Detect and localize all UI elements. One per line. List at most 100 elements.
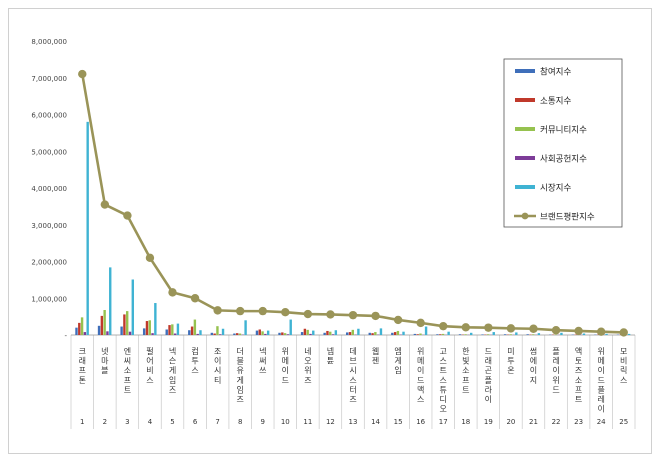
x-category-char: 프 — [462, 376, 469, 385]
x-category-char: 유 — [237, 366, 244, 375]
rank-label: 9 — [261, 418, 265, 426]
brand-reputation-point-18 — [461, 323, 470, 332]
bar-5-22 — [560, 332, 563, 335]
bar-2-12 — [326, 330, 329, 335]
bar-5-12 — [334, 330, 338, 335]
x-category-char: 드 — [417, 376, 424, 385]
x-category-char: 어 — [146, 356, 153, 366]
bar-1-11 — [300, 332, 304, 335]
bars — [75, 121, 631, 335]
y-tick-label: 3,000,000 — [31, 222, 67, 230]
x-category-char: 플 — [597, 385, 604, 394]
x-category-char: 프 — [79, 366, 86, 375]
x-category-char: 넷 — [101, 347, 108, 356]
x-category-char: 써 — [259, 357, 266, 366]
bar-5-21 — [537, 333, 541, 335]
legend-label: 커뮤니티지수 — [540, 125, 587, 136]
bar-5-16 — [424, 326, 428, 335]
bar-5-24 — [605, 333, 608, 335]
bar-4-7 — [219, 334, 222, 335]
x-category-char: 넥 — [259, 346, 266, 356]
x-category-char: 비 — [620, 357, 627, 366]
x-category-char: 엔 — [124, 346, 131, 356]
bar-3-4 — [148, 320, 151, 335]
bar-1-18 — [458, 334, 462, 335]
brand-reputation-point-22 — [551, 326, 561, 335]
x-category-char: 모 — [620, 347, 627, 356]
rank-label: 13 — [349, 418, 358, 426]
bar-4-4 — [151, 333, 154, 335]
brand-reputation-point-13 — [348, 310, 358, 320]
rank-label: 3 — [125, 418, 129, 426]
x-category-char: 데 — [349, 347, 356, 356]
x-category-char: 게 — [237, 375, 244, 385]
rank-label: 16 — [416, 418, 425, 426]
bar-1-20 — [503, 334, 507, 335]
x-category-char: 웹 — [372, 347, 379, 356]
bar-2-15 — [393, 332, 397, 335]
x-category-char: 브 — [349, 357, 356, 366]
bar-3-12 — [329, 331, 332, 335]
bar-3-5 — [171, 324, 174, 335]
bar-1-6 — [188, 330, 191, 335]
legend-label: 브랜드평판지수 — [540, 212, 595, 223]
x-category-char: 스 — [191, 366, 198, 375]
brand-reputation-point-23 — [574, 326, 583, 336]
x-category-char: 이 — [597, 365, 604, 375]
x-category-char: 디 — [440, 395, 447, 404]
brand-reputation-point-21 — [529, 324, 538, 333]
bar-1-15 — [391, 332, 394, 335]
rank-label: 5 — [170, 418, 174, 426]
rank-label: 14 — [371, 418, 380, 426]
x-category-char: 곤 — [485, 366, 492, 375]
legend-box — [503, 58, 623, 228]
x-category-char: 스 — [349, 376, 356, 385]
x-axis-labels: 크 래 프 톤1넷 마 블2엔 씨 소 프 트3펄 어 비 스4넥 슨 게 임 즈5컴 투 스6조 이 시 티7더 블 유 게 임… — [79, 346, 629, 426]
brand-reputation-point-9 — [258, 306, 267, 316]
x-category-char: 스 — [440, 357, 447, 366]
bar-3-9 — [261, 331, 264, 335]
bar-4-3 — [128, 331, 132, 335]
x-category-char: 플 — [485, 376, 492, 385]
brand-reputation-point-15 — [393, 315, 403, 325]
legend-marker — [521, 212, 529, 220]
x-category-char: 쓰 — [259, 366, 266, 375]
bar-2-10 — [281, 332, 284, 335]
bar-4-10 — [286, 334, 290, 335]
x-category-char: 이 — [552, 365, 559, 375]
bar-3-2 — [103, 310, 106, 335]
rank-label: 19 — [484, 418, 493, 426]
x-category-char: 마 — [101, 357, 109, 366]
brand-reputation-point-14 — [371, 311, 380, 321]
rank-label: 6 — [193, 418, 198, 426]
x-category-char: 한 — [462, 347, 470, 356]
bar-4-12 — [331, 334, 335, 335]
bar-3-14 — [374, 332, 377, 335]
x-category-char: 소 — [575, 376, 582, 385]
bar-3-13 — [351, 329, 354, 335]
bar-2-11 — [303, 328, 307, 335]
bar-4-2 — [106, 331, 109, 335]
brand-reputation-point-17 — [439, 321, 448, 331]
x-category-char: 투 — [191, 357, 198, 366]
bar-4-5 — [173, 333, 177, 335]
bar-3-8 — [238, 333, 242, 335]
bar-5-15 — [402, 331, 405, 335]
y-tick-label: 1,000,000 — [31, 295, 67, 303]
bar-2-3 — [123, 314, 126, 335]
x-category-char: 지 — [530, 376, 537, 385]
x-category-char: 이 — [530, 365, 537, 375]
bar-3-21 — [532, 334, 535, 335]
bar-5-3 — [131, 279, 134, 335]
x-category-char: 위 — [304, 366, 311, 375]
x-category-char: 젠 — [372, 357, 379, 366]
bar-1-4 — [142, 328, 146, 335]
x-category-char: 튜 — [440, 385, 447, 394]
